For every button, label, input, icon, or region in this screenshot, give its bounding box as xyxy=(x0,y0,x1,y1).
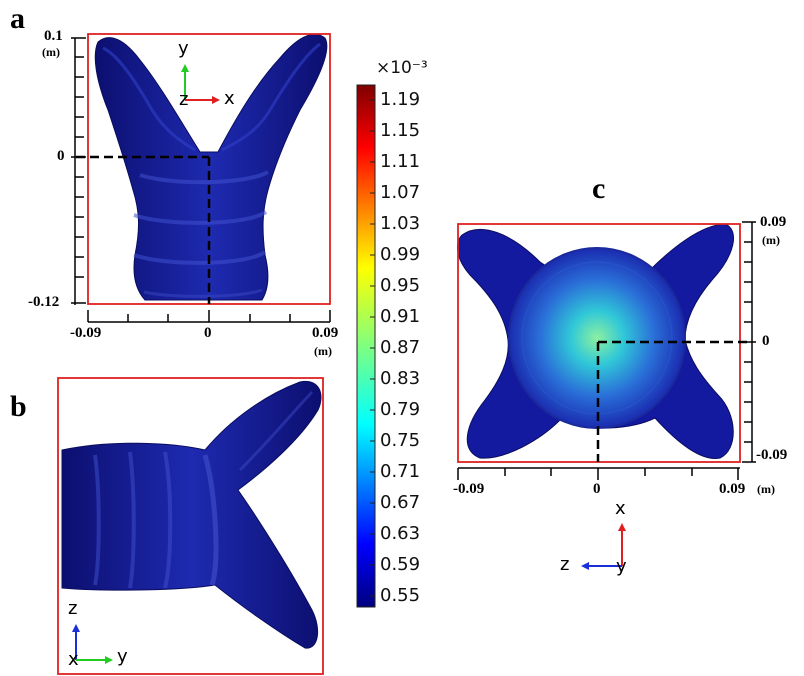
colorbar-label: 0.91 xyxy=(380,306,421,327)
colorbar-exponent: ×10⁻³ xyxy=(376,58,428,78)
panel-a-axis-triad xyxy=(181,64,220,104)
panel-a-triad-z-label: z xyxy=(179,89,189,110)
colorbar-label: 0.79 xyxy=(380,399,421,420)
colorbar-label: 1.11 xyxy=(380,151,421,172)
panel-c-shape xyxy=(457,223,734,459)
panel-a-triad-x-label: x xyxy=(224,88,235,109)
colorbar-label: 1.03 xyxy=(380,213,421,234)
colorbar-label: 0.83 xyxy=(380,368,421,389)
panel-c-triad-y-label: y xyxy=(616,556,627,577)
colorbar-label: 0.95 xyxy=(380,275,421,296)
panel-a-letter: a xyxy=(10,2,25,35)
panel-a-y-tick-zero: 0 xyxy=(57,148,65,164)
panel-a xyxy=(71,33,331,323)
panel-c-x-tick-zero: 0 xyxy=(593,481,601,497)
panel-c-x-tick-left: -0.09 xyxy=(453,481,485,497)
colorbar-gradient xyxy=(356,84,376,608)
panel-b-triad-y-label: y xyxy=(117,646,128,667)
colorbar-label: 1.19 xyxy=(380,89,421,110)
panel-b-axis-triad xyxy=(72,624,113,664)
colorbar-label: 1.15 xyxy=(380,120,421,141)
panel-b-triad-z-label: z xyxy=(68,598,78,619)
colorbar-label: 0.63 xyxy=(380,523,421,544)
colorbar-label: 0.59 xyxy=(380,554,421,575)
colorbar xyxy=(356,84,376,608)
panel-a-x-unit: (m) xyxy=(314,344,332,358)
panel-c-y-tick-zero: 0 xyxy=(762,333,770,349)
panel-c-axis-triad xyxy=(581,523,626,570)
panel-c-letter: c xyxy=(592,172,606,205)
colorbar-label: 1.07 xyxy=(380,182,421,203)
panel-b-frame xyxy=(57,377,324,675)
panel-c-y-tick-bottom: -0.09 xyxy=(756,447,788,463)
colorbar-label: 0.55 xyxy=(380,585,421,606)
panel-b-triad-x-label: x xyxy=(68,649,79,670)
colorbar-label: 0.87 xyxy=(380,337,421,358)
colorbar-label: 0.67 xyxy=(380,492,421,513)
panel-c-y-unit: (m) xyxy=(762,233,780,247)
colorbar-label: 0.71 xyxy=(380,461,421,482)
panel-c-triad-z-label: z xyxy=(560,554,570,575)
panel-c-x-tick-right: 0.09 xyxy=(719,481,746,497)
colorbar-ticks xyxy=(370,99,375,597)
panel-a-x-tick-left: -0.09 xyxy=(70,325,102,341)
panel-a-triad-y-label: y xyxy=(178,38,189,59)
panel-b xyxy=(57,377,324,675)
panel-c-triad-x-label: x xyxy=(615,498,626,519)
panel-a-y-unit: (m) xyxy=(42,45,60,59)
panel-a-y-tick-bottom: -0.12 xyxy=(28,294,60,310)
panel-c-x-unit: (m) xyxy=(757,482,775,496)
panel-a-y-tick-top: 0.1 xyxy=(44,28,63,44)
panel-a-x-tick-zero: 0 xyxy=(204,325,212,341)
colorbar-label: 0.75 xyxy=(380,430,421,451)
panel-c-y-tick-top: 0.09 xyxy=(760,214,787,230)
panel-a-shape xyxy=(94,33,328,301)
colorbar-label: 0.99 xyxy=(380,244,421,265)
panel-a-x-tick-right: 0.09 xyxy=(312,325,339,341)
panel-b-letter: b xyxy=(10,390,27,423)
panel-b-shape xyxy=(61,380,322,649)
panel-c xyxy=(457,221,756,570)
